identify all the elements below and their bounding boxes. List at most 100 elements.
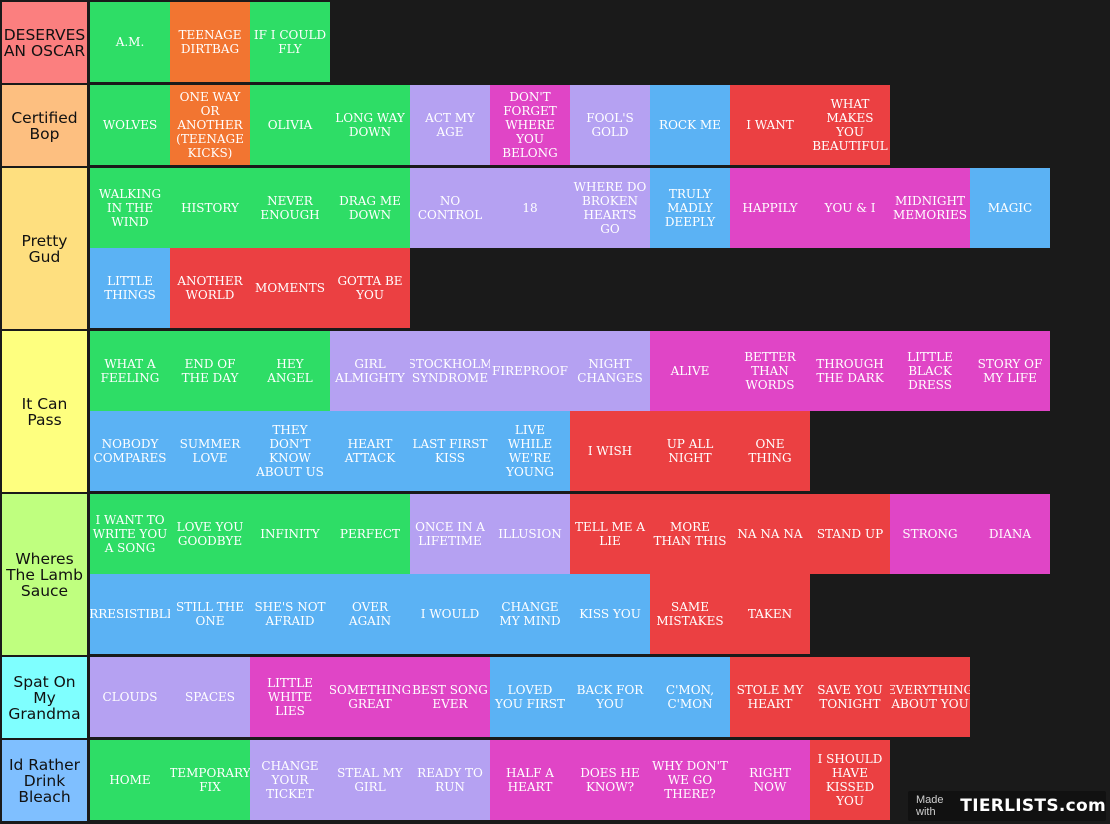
tier-item[interactable]: STOCKHOLM SYNDROME <box>410 331 490 411</box>
tier-item[interactable]: LITTLE BLACK DRESS <box>890 331 970 411</box>
tier-item[interactable]: NOBODY COMPARES <box>90 411 170 491</box>
tier-item[interactable]: LAST FIRST KISS <box>410 411 490 491</box>
tier-item[interactable]: UP ALL NIGHT <box>650 411 730 491</box>
tier-item[interactable]: MORE THAN THIS <box>650 494 730 574</box>
tier-item[interactable]: IRRESISTIBLE <box>90 574 170 654</box>
tier-item[interactable]: NA NA NA <box>730 494 810 574</box>
tier-item[interactable]: CHANGE YOUR TICKET <box>250 740 330 820</box>
tier-item[interactable]: I WISH <box>570 411 650 491</box>
tier-item[interactable]: HOME <box>90 740 170 820</box>
tier-item[interactable]: FOOL'S GOLD <box>570 85 650 165</box>
tier-label[interactable]: Wheres The Lamb Sauce <box>2 494 87 655</box>
tier-item[interactable]: ACT MY AGE <box>410 85 490 165</box>
tier-item[interactable]: LITTLE THINGS <box>90 248 170 328</box>
tier-item[interactable]: WOLVES <box>90 85 170 165</box>
tier-item[interactable]: HAPPILY <box>730 168 810 248</box>
tier-item[interactable]: CHANGE MY MIND <box>490 574 570 654</box>
tier-item[interactable]: WHERE DO BROKEN HEARTS GO <box>570 168 650 248</box>
tier-item[interactable]: HISTORY <box>170 168 250 248</box>
tier-item[interactable]: I WANT TO WRITE YOU A SONG <box>90 494 170 574</box>
tier-item[interactable]: MOMENTS <box>250 248 330 328</box>
tier-item[interactable]: WHAT A FEELING <box>90 331 170 411</box>
made-with-badge[interactable]: Made with TIERLISTS.com <box>908 791 1106 821</box>
tier-item[interactable]: OVER AGAIN <box>330 574 410 654</box>
tier-item[interactable]: DON'T FORGET WHERE YOU BELONG <box>490 85 570 165</box>
tier-item[interactable]: RIGHT NOW <box>730 740 810 820</box>
tier-item[interactable]: TELL ME A LIE <box>570 494 650 574</box>
tier-item[interactable]: STORY OF MY LIFE <box>970 331 1050 411</box>
tier-label[interactable]: It Can Pass <box>2 331 87 492</box>
tier-item[interactable]: CLOUDS <box>90 657 170 737</box>
tier-item[interactable]: YOU & I <box>810 168 890 248</box>
tier-item[interactable]: END OF THE DAY <box>170 331 250 411</box>
tier-item[interactable]: STEAL MY GIRL <box>330 740 410 820</box>
tier-item[interactable]: STAND UP <box>810 494 890 574</box>
tier-item[interactable]: ANOTHER WORLD <box>170 248 250 328</box>
tier-item[interactable]: WALKING IN THE WIND <box>90 168 170 248</box>
tier-item[interactable]: 18 <box>490 168 570 248</box>
tier-item[interactable]: BETTER THAN WORDS <box>730 331 810 411</box>
tier-item[interactable]: SHE'S NOT AFRAID <box>250 574 330 654</box>
tier-item[interactable]: I WOULD <box>410 574 490 654</box>
tier-item[interactable]: NO CONTROL <box>410 168 490 248</box>
tier-item[interactable]: HEART ATTACK <box>330 411 410 491</box>
tier-item[interactable]: TRULY MADLY DEEPLY <box>650 168 730 248</box>
tier-item[interactable]: STILL THE ONE <box>170 574 250 654</box>
tier-item[interactable]: GIRL ALMIGHTY <box>330 331 410 411</box>
tier-item[interactable]: NEVER ENOUGH <box>250 168 330 248</box>
tier-item[interactable]: ONCE IN A LIFETIME <box>410 494 490 574</box>
tier-label[interactable]: Pretty Gud <box>2 168 87 329</box>
tier-item[interactable]: MIDNIGHT MEMORIES <box>890 168 970 248</box>
tier-item[interactable]: NIGHT CHANGES <box>570 331 650 411</box>
tier-item[interactable]: I WANT <box>730 85 810 165</box>
tier-item[interactable]: DIANA <box>970 494 1050 574</box>
tier-item[interactable]: A.M. <box>90 2 170 82</box>
tier-item[interactable]: STRONG <box>890 494 970 574</box>
tier-item[interactable]: WHY DON'T WE GO THERE? <box>650 740 730 820</box>
tier-item[interactable]: ONE THING <box>730 411 810 491</box>
tier-item[interactable]: WHAT MAKES YOU BEAUTIFUL <box>810 85 890 165</box>
tier-item[interactable]: OLIVIA <box>250 85 330 165</box>
tier-item[interactable]: ALIVE <box>650 331 730 411</box>
tier-item[interactable]: BEST SONG EVER <box>410 657 490 737</box>
tier-item[interactable]: READY TO RUN <box>410 740 490 820</box>
tier-label[interactable]: Id Rather Drink Bleach <box>2 740 87 821</box>
tier-item[interactable]: DRAG ME DOWN <box>330 168 410 248</box>
tier-item[interactable]: INFINITY <box>250 494 330 574</box>
tier-item[interactable]: SUMMER LOVE <box>170 411 250 491</box>
tier-item[interactable]: GOTTA BE YOU <box>330 248 410 328</box>
tier-item[interactable]: ONE WAY OR ANOTHER (TEENAGE KICKS) <box>170 85 250 165</box>
tier-item[interactable]: TEENAGE DIRTBAG <box>170 2 250 82</box>
tier-item[interactable]: ROCK ME <box>650 85 730 165</box>
tier-item[interactable]: LONG WAY DOWN <box>330 85 410 165</box>
tier-item[interactable]: SOMETHING GREAT <box>330 657 410 737</box>
tier-item[interactable]: STOLE MY HEART <box>730 657 810 737</box>
tier-item[interactable]: LOVED YOU FIRST <box>490 657 570 737</box>
tier-item[interactable]: SAME MISTAKES <box>650 574 730 654</box>
tier-item[interactable]: C'MON, C'MON <box>650 657 730 737</box>
tier-label[interactable]: Spat On My Grandma <box>2 657 87 738</box>
tier-item[interactable]: IF I COULD FLY <box>250 2 330 82</box>
tier-item[interactable]: SPACES <box>170 657 250 737</box>
tier-item[interactable]: BACK FOR YOU <box>570 657 650 737</box>
tier-label[interactable]: Certified Bop <box>2 85 87 166</box>
tier-item[interactable]: I SHOULD HAVE KISSED YOU <box>810 740 890 820</box>
tier-item[interactable]: ILLUSION <box>490 494 570 574</box>
tier-item[interactable]: PERFECT <box>330 494 410 574</box>
tier-item[interactable]: LITTLE WHITE LIES <box>250 657 330 737</box>
tier-item[interactable]: HEY ANGEL <box>250 331 330 411</box>
tier-item[interactable]: EVERYTHING ABOUT YOU <box>890 657 970 737</box>
tier-item[interactable]: SAVE YOU TONIGHT <box>810 657 890 737</box>
tier-label[interactable]: DESERVES AN OSCAR <box>2 2 87 83</box>
tier-item[interactable]: THEY DON'T KNOW ABOUT US <box>250 411 330 491</box>
tier-item[interactable]: FIREPROOF <box>490 331 570 411</box>
tier-item[interactable]: THROUGH THE DARK <box>810 331 890 411</box>
tier-item[interactable]: KISS YOU <box>570 574 650 654</box>
tier-item[interactable]: LOVE YOU GOODBYE <box>170 494 250 574</box>
tier-item[interactable]: HALF A HEART <box>490 740 570 820</box>
tier-item[interactable]: LIVE WHILE WE'RE YOUNG <box>490 411 570 491</box>
tier-item[interactable]: DOES HE KNOW? <box>570 740 650 820</box>
tier-item[interactable]: TAKEN <box>730 574 810 654</box>
tier-item[interactable]: TEMPORARY FIX <box>170 740 250 820</box>
tier-item[interactable]: MAGIC <box>970 168 1050 248</box>
